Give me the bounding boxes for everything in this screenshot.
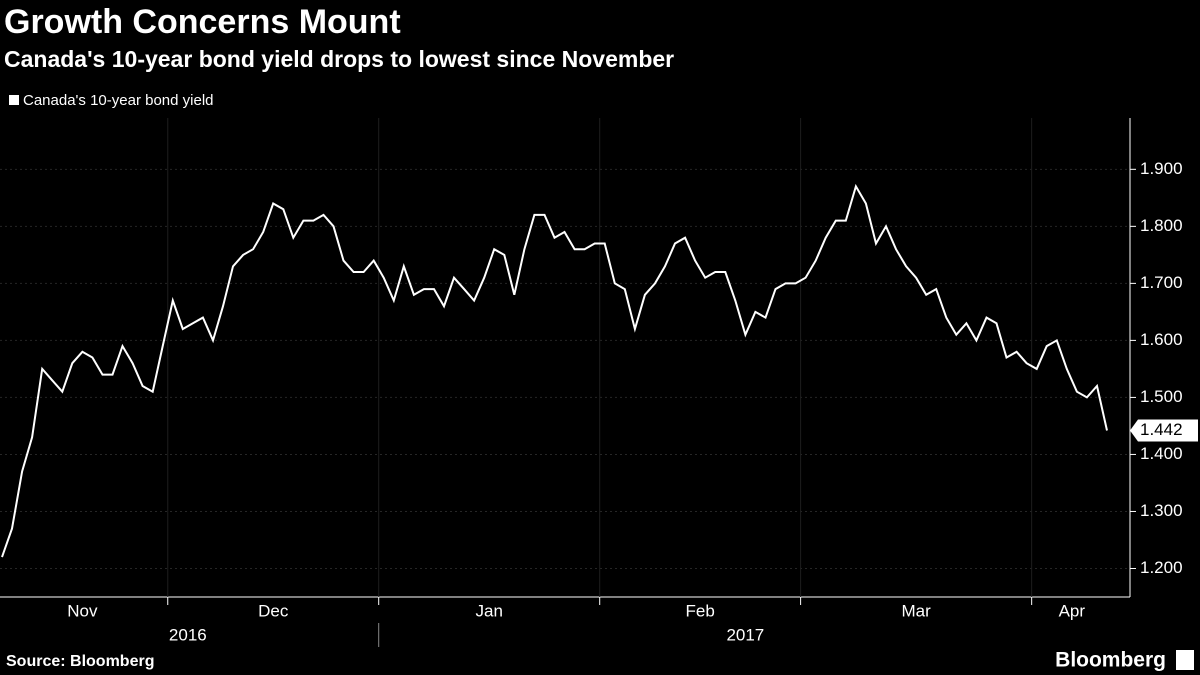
x-tick-label: Apr <box>1059 601 1086 620</box>
x-tick-label: Feb <box>686 601 715 620</box>
x-tick-label: Jan <box>475 601 502 620</box>
source: Source: Bloomberg <box>6 653 154 670</box>
y-tick-label: 1.500 <box>1140 387 1183 406</box>
last-value-label: 1.442 <box>1140 420 1183 439</box>
legend-label: Canada's 10-year bond yield <box>23 92 214 109</box>
chart-title: Growth Concerns Mount <box>4 3 401 41</box>
year-label: 2017 <box>726 625 764 644</box>
brand: Bloomberg <box>1055 649 1166 672</box>
y-tick-label: 1.700 <box>1140 273 1183 292</box>
x-tick-label: Nov <box>67 601 98 620</box>
brand-icon <box>1176 650 1194 670</box>
y-tick-label: 1.800 <box>1140 216 1183 235</box>
y-tick-label: 1.900 <box>1140 159 1183 178</box>
legend-swatch <box>9 95 19 105</box>
year-label: 2016 <box>169 625 207 644</box>
y-tick-label: 1.200 <box>1140 558 1183 577</box>
series-line <box>1 183 1108 558</box>
chart-subtitle: Canada's 10-year bond yield drops to low… <box>4 46 674 72</box>
y-tick-label: 1.600 <box>1140 330 1183 349</box>
x-tick-label: Dec <box>258 601 289 620</box>
x-tick-label: Mar <box>901 601 931 620</box>
y-tick-label: 1.300 <box>1140 501 1183 520</box>
last-value-box <box>1130 419 1198 442</box>
y-tick-label: 1.400 <box>1140 444 1183 463</box>
